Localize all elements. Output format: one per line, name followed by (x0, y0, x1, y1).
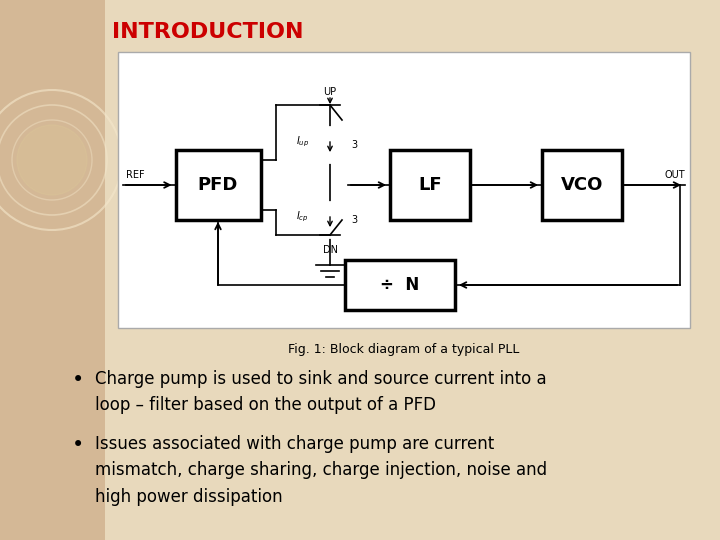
Text: 3: 3 (351, 140, 357, 150)
FancyBboxPatch shape (390, 150, 470, 220)
Circle shape (312, 127, 348, 163)
Text: ÷  N: ÷ N (380, 276, 420, 294)
FancyBboxPatch shape (176, 150, 261, 220)
FancyBboxPatch shape (118, 52, 690, 328)
Text: •: • (72, 370, 84, 390)
Text: REF: REF (126, 170, 145, 180)
Text: •: • (72, 435, 84, 455)
Text: VCO: VCO (561, 176, 603, 194)
Text: $I_{up}$: $I_{up}$ (296, 135, 309, 149)
Text: INTRODUCTION: INTRODUCTION (112, 22, 304, 42)
Text: LF: LF (418, 176, 442, 194)
FancyBboxPatch shape (345, 260, 455, 310)
FancyBboxPatch shape (542, 150, 622, 220)
Text: Issues associated with charge pump are current
mismatch, charge sharing, charge : Issues associated with charge pump are c… (95, 435, 547, 506)
FancyBboxPatch shape (0, 0, 105, 540)
Text: 3: 3 (351, 215, 357, 225)
Text: Charge pump is used to sink and source current into a
loop – filter based on the: Charge pump is used to sink and source c… (95, 370, 546, 414)
Text: Fig. 1: Block diagram of a typical PLL: Fig. 1: Block diagram of a typical PLL (288, 343, 520, 356)
Text: PFD: PFD (198, 176, 238, 194)
Text: OUT: OUT (665, 170, 685, 180)
Text: UP: UP (323, 87, 336, 97)
Text: DN: DN (323, 245, 338, 255)
Circle shape (312, 202, 348, 238)
Text: $I_{cp}$: $I_{cp}$ (297, 210, 309, 224)
Circle shape (17, 125, 87, 195)
